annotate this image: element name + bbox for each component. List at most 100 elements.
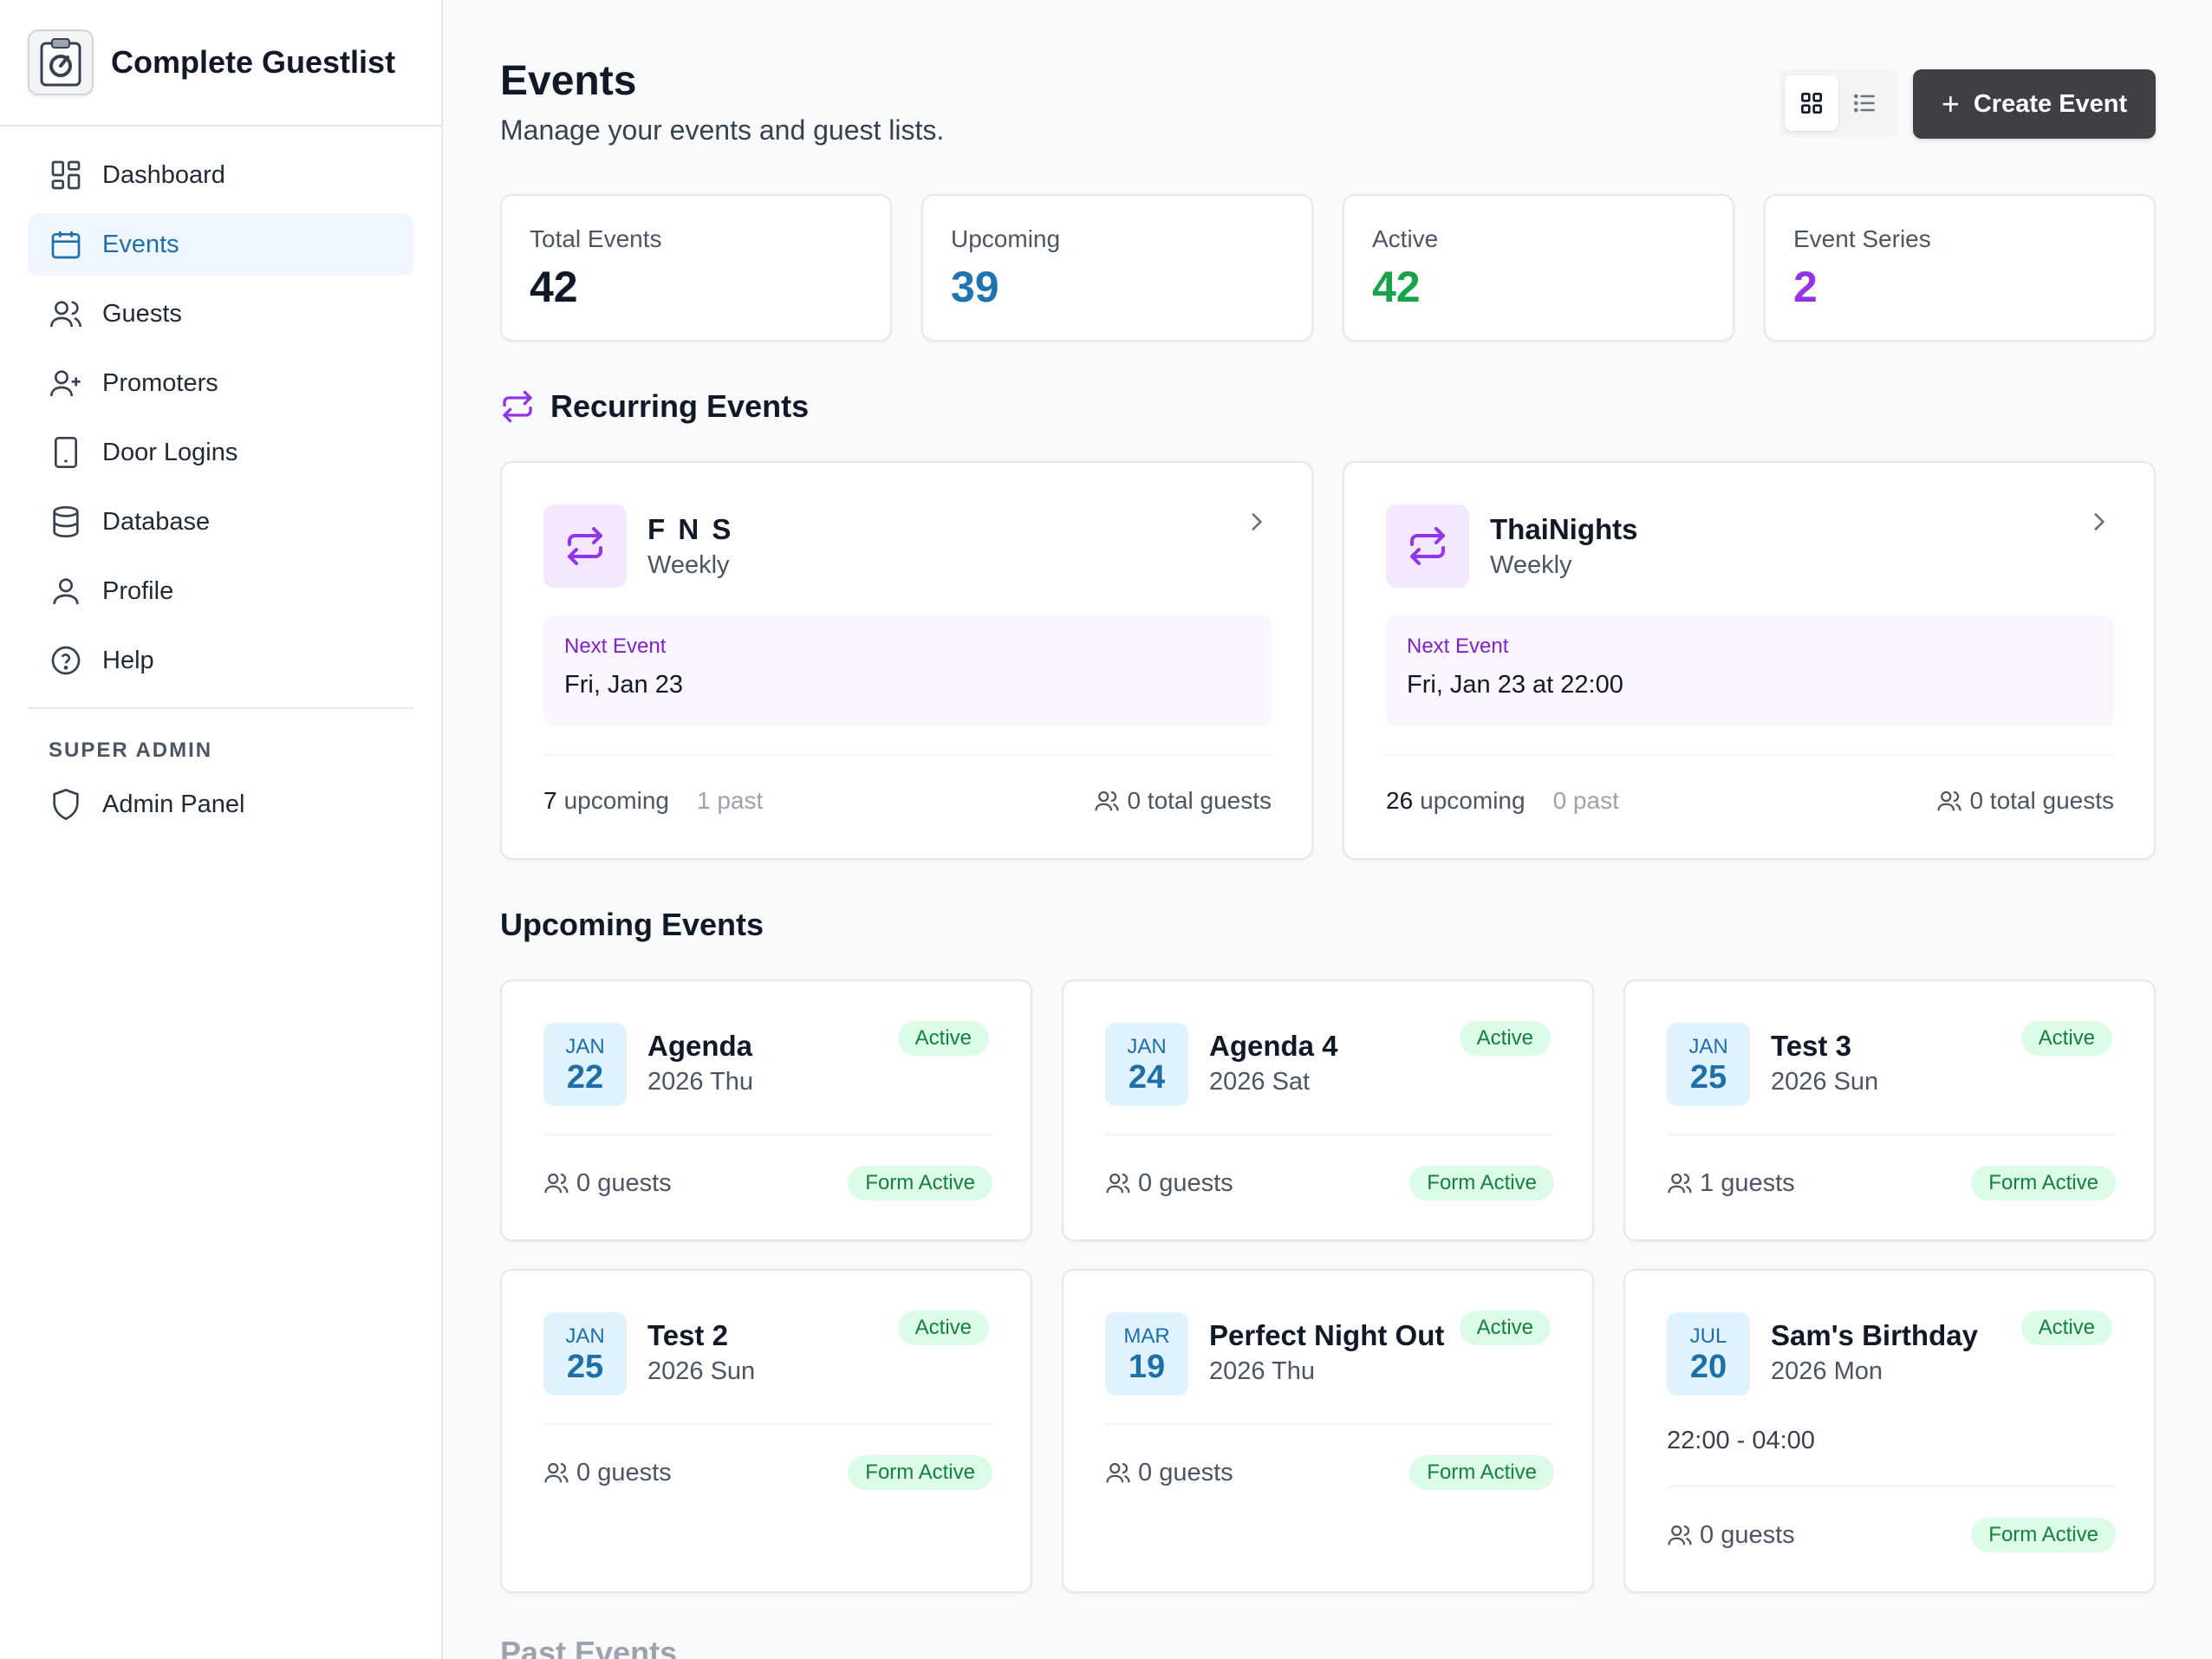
past-section-title: Past Events bbox=[500, 1635, 678, 1659]
date-month: JAN bbox=[565, 1324, 605, 1348]
plus-icon: + bbox=[1941, 86, 1960, 121]
sidebar-item-guests[interactable]: Guests bbox=[28, 283, 413, 345]
calendar-icon bbox=[51, 231, 81, 259]
next-event-box: Next Event Fri, Jan 23 bbox=[543, 615, 1272, 726]
date-day: 25 bbox=[566, 1349, 604, 1385]
series-frequency: Weekly bbox=[1490, 551, 1572, 579]
past-label: past bbox=[1572, 787, 1619, 814]
user-plus-icon bbox=[50, 370, 81, 397]
event-card[interactable]: JAN 24 Agenda 4 2026 Sat Active 0 guests … bbox=[1062, 979, 1594, 1241]
event-footer: 0 guests Form Active bbox=[1105, 1134, 1554, 1200]
guest-count: 0 guests bbox=[1105, 1169, 1233, 1198]
create-event-button[interactable]: + Create Event bbox=[1913, 69, 2156, 139]
grid-icon bbox=[1801, 93, 1822, 114]
grid-view-button[interactable] bbox=[1785, 75, 1838, 131]
dashboard-icon bbox=[51, 160, 81, 190]
upcoming-count: 7 bbox=[543, 787, 557, 814]
guest-count: 0 guests bbox=[1667, 1521, 1795, 1550]
series-card-fns[interactable]: F N S Weekly Next Event Fri, Jan 23 7 up… bbox=[500, 461, 1313, 860]
chevron-right-icon[interactable] bbox=[2085, 508, 2112, 540]
event-footer: 0 guests Form Active bbox=[1105, 1423, 1554, 1490]
upcoming-label: upcoming bbox=[1420, 787, 1526, 814]
chevron-right-icon[interactable] bbox=[1242, 508, 1270, 540]
event-year-weekday: 2026 Thu bbox=[1209, 1357, 1316, 1385]
list-view-button[interactable] bbox=[1838, 75, 1892, 131]
next-event-label: Next Event bbox=[1407, 634, 1509, 658]
event-year-weekday: 2026 Thu bbox=[647, 1068, 754, 1096]
past-label: past bbox=[717, 787, 764, 814]
repeat-icon bbox=[543, 504, 627, 588]
users-icon bbox=[50, 301, 81, 328]
upcoming-section-title: Upcoming Events bbox=[500, 907, 764, 943]
repeat-icon bbox=[1386, 504, 1469, 588]
brand-title: Complete Guestlist bbox=[111, 44, 396, 80]
brand[interactable]: Complete Guestlist bbox=[0, 0, 441, 127]
sidebar-item-help[interactable]: Help bbox=[28, 629, 413, 692]
upcoming-label: upcoming bbox=[563, 787, 669, 814]
users-icon bbox=[544, 1462, 569, 1483]
sidebar-item-events[interactable]: Events bbox=[28, 213, 413, 276]
total-guests-count: 0 bbox=[1969, 787, 1984, 814]
section-title-text: Upcoming Events bbox=[500, 907, 764, 942]
next-event-date: Fri, Jan 23 at 22:00 bbox=[1407, 671, 1623, 699]
stat-label: Upcoming bbox=[951, 225, 1061, 252]
event-card[interactable]: JUL 20 Sam's Birthday 2026 Mon Active 22:… bbox=[1623, 1269, 2156, 1593]
sidebar-item-label: Help bbox=[102, 646, 154, 674]
sidebar-item-database[interactable]: Database bbox=[28, 491, 413, 553]
sidebar-item-dashboard[interactable]: Dashboard bbox=[28, 144, 413, 206]
stat-label: Total Events bbox=[530, 225, 662, 252]
sidebar-item-label: Events bbox=[102, 230, 179, 258]
sidebar-nav: Dashboard Events Guests Promoters Door L… bbox=[0, 127, 441, 836]
sidebar-item-promoters[interactable]: Promoters bbox=[28, 352, 413, 414]
users-icon bbox=[1095, 790, 1120, 811]
users-icon bbox=[1937, 790, 1962, 811]
stat-card-event-series: Event Series 2 bbox=[1764, 194, 2156, 342]
guest-count-value: 1 bbox=[1700, 1168, 1714, 1197]
form-status-badge: Form Active bbox=[1409, 1166, 1554, 1200]
event-card[interactable]: MAR 19 Perfect Night Out 2026 Thu Active … bbox=[1062, 1269, 1594, 1593]
guest-count-label: guests bbox=[1159, 1458, 1233, 1487]
total-guests-label: total guests bbox=[1989, 787, 2114, 814]
stat-label: Event Series bbox=[1793, 225, 1931, 252]
date-month: JAN bbox=[1688, 1035, 1728, 1058]
status-badge: Active bbox=[2020, 1021, 2112, 1056]
sidebar-item-label: Admin Panel bbox=[102, 790, 245, 818]
event-card[interactable]: JAN 25 Test 3 2026 Sun Active 1 guests Fo… bbox=[1623, 979, 2156, 1241]
next-event-label: Next Event bbox=[564, 634, 667, 658]
series-frequency: Weekly bbox=[647, 551, 730, 579]
series-card-thainights[interactable]: ThaiNights Weekly Next Event Fri, Jan 23… bbox=[1343, 461, 2156, 860]
next-event-box: Next Event Fri, Jan 23 at 22:00 bbox=[1386, 615, 2114, 726]
status-badge: Active bbox=[1459, 1021, 1551, 1056]
form-status-badge: Form Active bbox=[848, 1455, 992, 1490]
event-card[interactable]: JAN 22 Agenda 2026 Thu Active 0 guests Fo… bbox=[500, 979, 1032, 1241]
date-day: 20 bbox=[1689, 1349, 1727, 1385]
event-card[interactable]: JAN 25 Test 2 2026 Sun Active 0 guests Fo… bbox=[500, 1269, 1032, 1593]
total-guests-count: 0 bbox=[1127, 787, 1142, 814]
tablet-icon bbox=[55, 437, 77, 468]
users-icon bbox=[544, 1173, 569, 1194]
event-footer: 0 guests Form Active bbox=[543, 1134, 992, 1200]
stat-value: 42 bbox=[530, 263, 578, 311]
date-day: 25 bbox=[1689, 1059, 1727, 1096]
stat-card-upcoming: Upcoming 39 bbox=[921, 194, 1313, 342]
date-badge: JAN 22 bbox=[543, 1023, 627, 1106]
sidebar-item-admin-panel[interactable]: Admin Panel bbox=[28, 773, 413, 836]
help-circle-icon bbox=[51, 646, 81, 675]
sidebar-item-profile[interactable]: Profile bbox=[28, 560, 413, 622]
series-name: ThaiNights bbox=[1490, 513, 1638, 545]
date-month: MAR bbox=[1123, 1324, 1170, 1348]
event-name: Agenda bbox=[647, 1030, 753, 1062]
event-name: Agenda 4 bbox=[1209, 1030, 1338, 1062]
guest-count-value: 0 bbox=[1700, 1520, 1714, 1549]
guest-count-label: guests bbox=[1721, 1520, 1795, 1549]
date-badge: JUL 20 bbox=[1667, 1312, 1750, 1396]
series-footer: 26 upcoming 0 past 0 total guests bbox=[1386, 754, 2114, 815]
status-badge: Active bbox=[1459, 1311, 1551, 1345]
form-status-badge: Form Active bbox=[1409, 1455, 1554, 1490]
sidebar-item-door-logins[interactable]: Door Logins bbox=[28, 421, 413, 484]
status-badge: Active bbox=[2020, 1311, 2112, 1345]
date-day: 24 bbox=[1128, 1059, 1166, 1096]
event-time: 22:00 - 04:00 bbox=[1667, 1427, 1815, 1454]
total-guests-label: total guests bbox=[1147, 787, 1272, 814]
repeat-icon bbox=[503, 390, 532, 423]
